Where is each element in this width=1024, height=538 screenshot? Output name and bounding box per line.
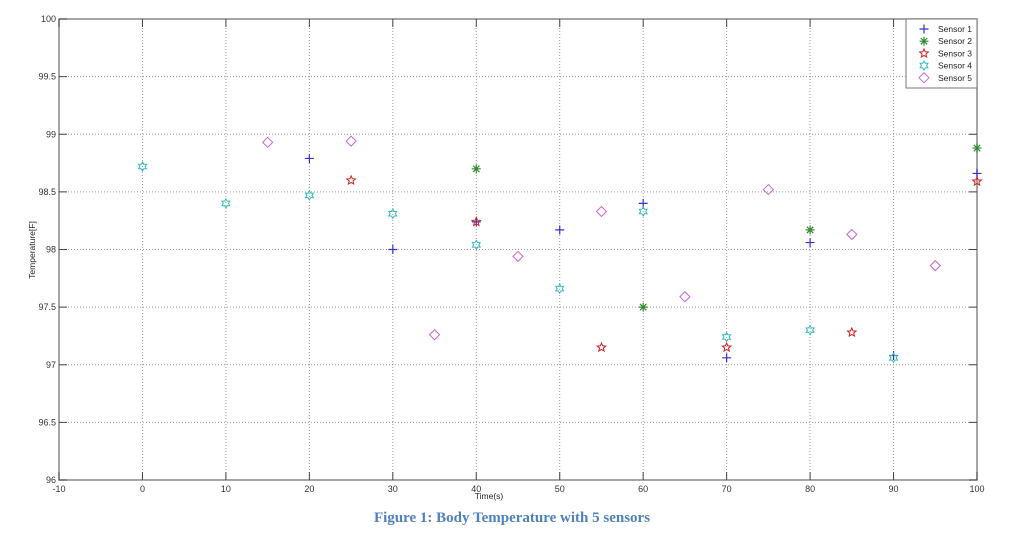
y-tick-label: 100 bbox=[41, 14, 56, 24]
diamond-marker bbox=[762, 183, 775, 196]
legend: Sensor 1 Sensor 2 Sensor 3 Sensor 4 Sensor 5 bbox=[905, 18, 978, 89]
hexagram-marker bbox=[919, 60, 929, 72]
x-tick-label: 40 bbox=[471, 484, 481, 494]
legend-box bbox=[905, 18, 978, 89]
hexagram-marker bbox=[304, 189, 315, 201]
pentagram-marker bbox=[345, 174, 357, 186]
hexagram-marker bbox=[721, 331, 732, 343]
diamond-marker bbox=[261, 136, 274, 149]
hexagram-marker bbox=[388, 208, 398, 220]
legend-label: Sensor 2 bbox=[938, 36, 972, 46]
hexagram-marker bbox=[888, 352, 899, 364]
y-tick-label: 96 bbox=[46, 475, 56, 485]
y-axis-label: Temperature[F] bbox=[27, 221, 37, 279]
hexagram-marker bbox=[805, 324, 815, 336]
pentagram-marker bbox=[721, 341, 733, 353]
hexagram-marker bbox=[638, 206, 648, 218]
legend-label: Sensor 3 bbox=[938, 48, 972, 58]
x-tick-label: 10 bbox=[221, 484, 231, 494]
series-sensor-4 bbox=[137, 160, 899, 364]
asterisk-marker bbox=[972, 143, 982, 153]
diamond-marker bbox=[428, 329, 441, 341]
legend-item: Sensor 3 bbox=[918, 47, 972, 59]
x-tick-label: 30 bbox=[388, 484, 398, 494]
series-sensor-3 bbox=[345, 174, 983, 353]
diamond-marker bbox=[345, 135, 357, 147]
plus-marker bbox=[805, 238, 815, 248]
grid-lines bbox=[59, 19, 977, 480]
pentagram-marker bbox=[595, 341, 607, 353]
legend-item: Sensor 1 bbox=[919, 24, 972, 34]
x-tick-label: 50 bbox=[555, 484, 565, 494]
legend-item: Sensor 4 bbox=[919, 60, 972, 72]
diamond-marker bbox=[929, 259, 941, 272]
pentagram-marker bbox=[971, 175, 983, 187]
scatter-chart: -10 0 10 20 30 40 50 60 70 80 90 100 96 96.5 97 97.5 98 9… bbox=[27, 14, 985, 501]
y-tick-label: 98 bbox=[46, 245, 56, 255]
y-tick-label: 97 bbox=[46, 360, 56, 370]
diamond-marker bbox=[679, 291, 691, 303]
plus-marker bbox=[555, 225, 565, 235]
x-tick-label: 0 bbox=[140, 484, 145, 494]
y-tick-label: 96.5 bbox=[38, 417, 56, 427]
pentagram-marker bbox=[846, 326, 858, 338]
pentagram-marker bbox=[470, 215, 482, 227]
x-axis-label: Time(s) bbox=[475, 491, 504, 501]
legend-label: Sensor 1 bbox=[938, 24, 972, 34]
data-points bbox=[137, 135, 983, 364]
y-tick-label: 98.5 bbox=[38, 187, 56, 197]
y-tick-label: 97.5 bbox=[38, 302, 56, 312]
plus-marker bbox=[722, 353, 732, 363]
diamond-marker bbox=[595, 205, 608, 218]
legend-item: Sensor 5 bbox=[918, 72, 972, 84]
x-tick-label: 20 bbox=[304, 484, 314, 494]
x-tick-label: 80 bbox=[805, 484, 815, 494]
hexagram-marker bbox=[554, 283, 565, 295]
series-sensor-5 bbox=[261, 135, 941, 341]
legend-label: Sensor 4 bbox=[938, 61, 972, 71]
series-sensor-2 bbox=[471, 143, 982, 312]
asterisk-marker bbox=[638, 302, 648, 312]
plus-marker bbox=[388, 245, 398, 254]
legend-item: Sensor 2 bbox=[919, 36, 972, 46]
diamond-marker bbox=[512, 250, 524, 263]
figure-caption: Figure 1: Body Temperature with 5 sensor… bbox=[373, 510, 651, 526]
pentagram-marker bbox=[918, 47, 930, 59]
hexagram-marker bbox=[221, 197, 231, 209]
plus-marker bbox=[304, 153, 314, 163]
hexagram-marker bbox=[137, 160, 148, 172]
x-tick-label: 70 bbox=[722, 484, 732, 494]
y-tick-label: 99.5 bbox=[38, 72, 56, 82]
plus-marker bbox=[919, 24, 929, 34]
x-tick-label: -10 bbox=[52, 484, 65, 494]
axis-ticks: -10 0 10 20 30 40 50 60 70 80 90 100 96 96.5 97 97.5 98 9… bbox=[38, 14, 984, 494]
y-tick-label: 99 bbox=[46, 129, 56, 139]
x-tick-label: 100 bbox=[969, 484, 984, 494]
asterisk-marker bbox=[919, 36, 929, 46]
asterisk-marker bbox=[471, 164, 481, 174]
asterisk-marker bbox=[805, 225, 815, 235]
diamond-marker bbox=[846, 228, 858, 241]
hexagram-marker bbox=[471, 239, 482, 251]
diamond-marker bbox=[918, 72, 930, 84]
legend-label: Sensor 5 bbox=[938, 73, 972, 83]
x-tick-label: 60 bbox=[638, 484, 648, 494]
x-tick-label: 90 bbox=[889, 484, 899, 494]
